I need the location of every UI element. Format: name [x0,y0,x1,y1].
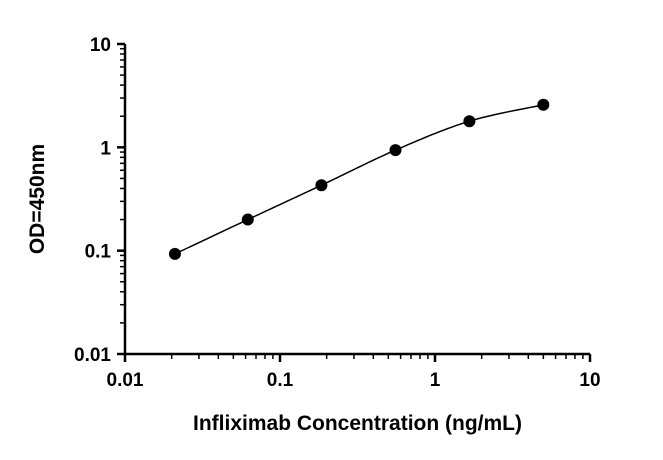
y-tick-label: 10 [90,35,111,56]
x-tick-label: 1 [430,370,441,391]
x-tick-label: 0.1 [267,370,294,391]
data-point [315,179,328,192]
y-tick-label: 1 [100,138,111,159]
data-points [168,98,550,260]
fit-curve-line [174,104,544,255]
x-axis-ticks: 0.01 0.1 1 10 [107,354,601,391]
y-axis-ticks: 0.01 0.1 1 10 [74,35,125,366]
y-axis-title: OD=450nm [26,144,49,254]
plot-area: 0.01 0.1 1 10 0.01 0.1 1 10 [74,35,601,391]
data-point [463,115,476,128]
x-axis-title: Infliximab Concentration (ng/mL) [193,412,522,435]
x-tick-label: 0.01 [107,370,144,391]
y-tick-label: 0.1 [85,242,112,263]
x-tick-label: 10 [579,370,600,391]
data-point [537,98,550,111]
data-point [168,247,181,260]
y-tick-label: 0.01 [74,345,111,366]
data-point [389,144,402,157]
data-point [241,213,254,226]
